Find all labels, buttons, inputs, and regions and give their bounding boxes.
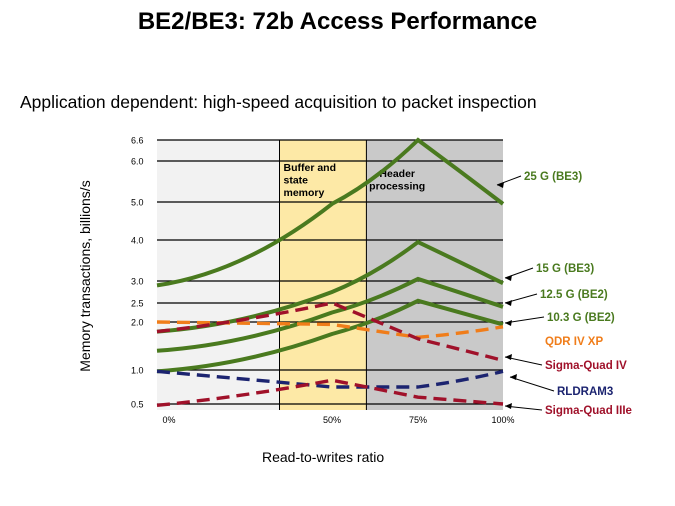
series-line-1 [156, 137, 505, 288]
legend-label-8: Sigma-Quad IIIe [545, 405, 632, 417]
y-tick-4.0: 4.0 [131, 236, 144, 246]
legend-arrowhead-8 [505, 403, 512, 409]
legend-pointer-7 [509, 376, 555, 392]
y-tick-0.5: 0.5 [131, 400, 144, 410]
region-label-2: Header processing [369, 168, 425, 193]
y-tick-2.5: 2.5 [131, 299, 144, 309]
x-tick-50%: 50% [323, 415, 341, 425]
legend-arrowhead-6 [505, 354, 512, 360]
series-line-7 [156, 369, 504, 389]
legend-label-7: RLDRAM3 [557, 386, 613, 398]
legend-label-6: Sigma-Quad IV [545, 360, 627, 372]
legend-label-1: 25 G (BE3) [524, 171, 582, 183]
y-tick-6.0: 6.0 [131, 157, 144, 167]
region-1 [279, 140, 367, 410]
legend-arrowhead-2 [505, 275, 512, 281]
series-line-4 [156, 298, 504, 374]
legend-arrowhead-7 [510, 374, 517, 380]
legend-label-5: QDR IV XP [545, 336, 603, 348]
region-label-1: Buffer and state memory [284, 162, 337, 199]
legend-label-3: 12.5 G (BE2) [540, 289, 608, 301]
x-tick-100%: 100% [491, 415, 514, 425]
series-line-6 [156, 301, 504, 363]
slide-title: BE2/BE3: 72b Access Performance [137, 8, 538, 35]
series-line-3 [156, 276, 504, 353]
y-tick-2.0: 2.0 [131, 318, 144, 328]
x-tick-75%: 75% [409, 415, 427, 425]
legend-label-4: 10.3 G (BE2) [547, 312, 615, 324]
legend-label-2: 15 G (BE3) [536, 263, 594, 275]
slide-subtitle: Application dependent: high-speed acquis… [20, 92, 537, 112]
y-tick-5.0: 5.0 [131, 198, 144, 208]
legend-arrowhead-3 [505, 300, 512, 306]
y-tick-1.0: 1.0 [131, 366, 144, 376]
x-axis-label: Read-to-writes ratio [262, 449, 385, 465]
legend-arrowhead-1 [497, 182, 504, 188]
y-tick-3.0: 3.0 [131, 277, 144, 287]
series-line-8 [156, 378, 504, 408]
legend-arrowhead-4 [505, 320, 512, 326]
x-tick-0%: 0% [162, 415, 175, 425]
y-tick-6.6: 6.6 [131, 136, 144, 146]
